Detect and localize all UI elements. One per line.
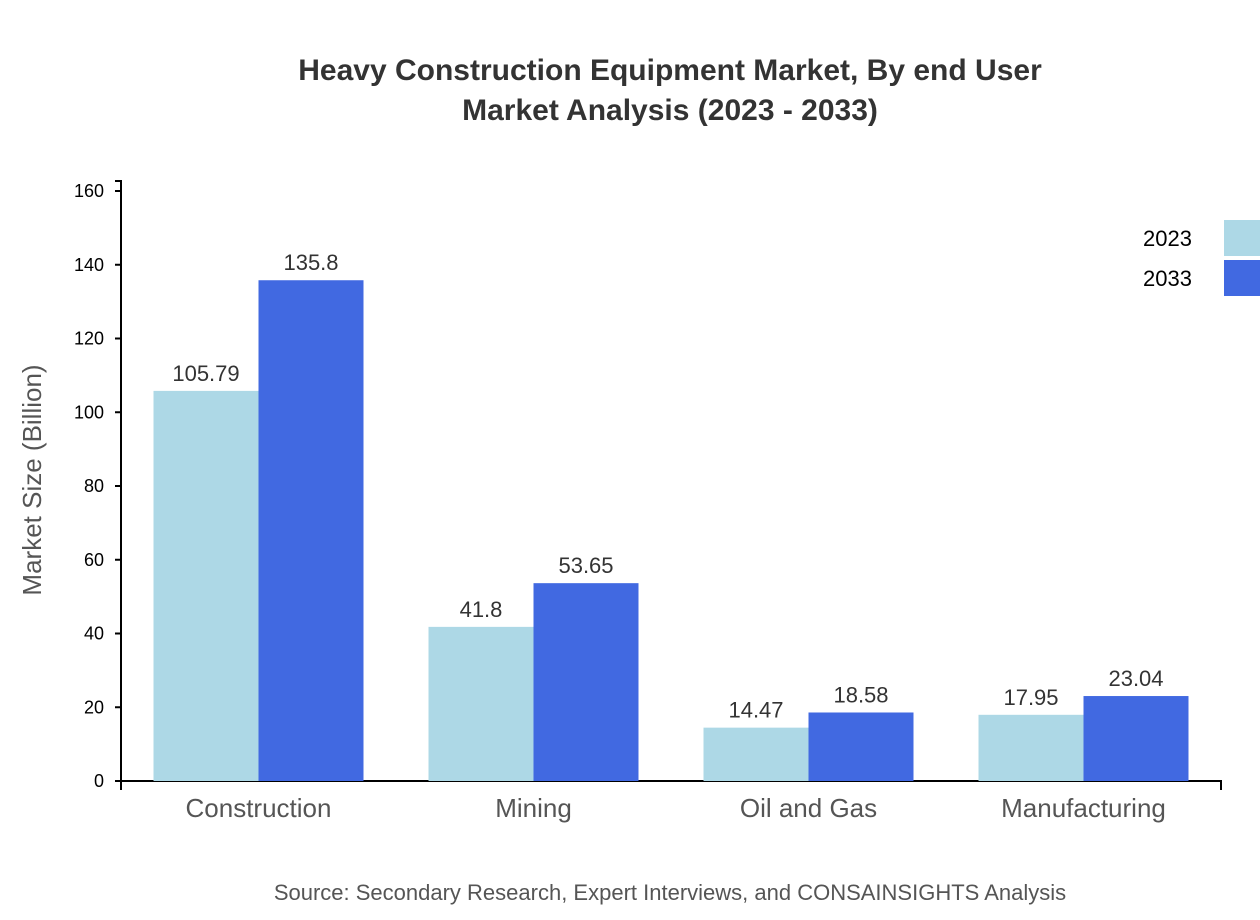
y-tick-label: 120 [74, 329, 104, 349]
y-tick-label: 0 [94, 771, 104, 791]
bar-2023 [428, 626, 534, 781]
bar-2033 [533, 583, 639, 781]
legend-label: 2023 [1143, 226, 1192, 251]
bar-2023 [703, 727, 809, 781]
data-label: 18.58 [833, 682, 888, 707]
y-axis-label: Market Size (Billion) [17, 364, 47, 595]
bar-2033 [808, 712, 914, 781]
source-note: Source: Secondary Research, Expert Inter… [274, 880, 1066, 905]
y-tick-label: 20 [84, 697, 104, 717]
chart-subtitle: Market Analysis (2023 - 2033) [462, 94, 878, 127]
data-label: 17.95 [1003, 685, 1058, 710]
y-tick-label: 100 [74, 402, 104, 422]
x-tick-label: Mining [495, 793, 572, 823]
y-tick-label: 160 [74, 181, 104, 201]
data-label: 14.47 [728, 698, 783, 723]
data-label: 23.04 [1108, 666, 1163, 691]
data-label: 41.8 [460, 597, 503, 622]
x-tick-label: Construction [186, 793, 332, 823]
data-label: 105.79 [172, 361, 239, 386]
data-label: 53.65 [558, 553, 613, 578]
y-tick-label: 80 [84, 476, 104, 496]
data-label: 135.8 [283, 250, 338, 275]
bar-2033 [258, 280, 364, 781]
y-tick-label: 40 [84, 624, 104, 644]
bar-2023 [978, 714, 1084, 781]
x-tick-label: Oil and Gas [740, 793, 877, 823]
y-tick-label: 60 [84, 550, 104, 570]
bar-2033 [1083, 696, 1189, 781]
x-axis-line [120, 780, 1222, 790]
y-axis-line [115, 180, 122, 782]
legend-swatch-2033 [1224, 260, 1260, 296]
chart-title: Heavy Construction Equipment Market, By … [298, 54, 1042, 87]
legend-label: 2033 [1143, 266, 1192, 291]
y-tick-label: 140 [74, 255, 104, 275]
x-tick-label: Manufacturing [1001, 793, 1166, 823]
legend-swatch-2023 [1224, 220, 1260, 256]
bar-2023 [153, 390, 259, 781]
